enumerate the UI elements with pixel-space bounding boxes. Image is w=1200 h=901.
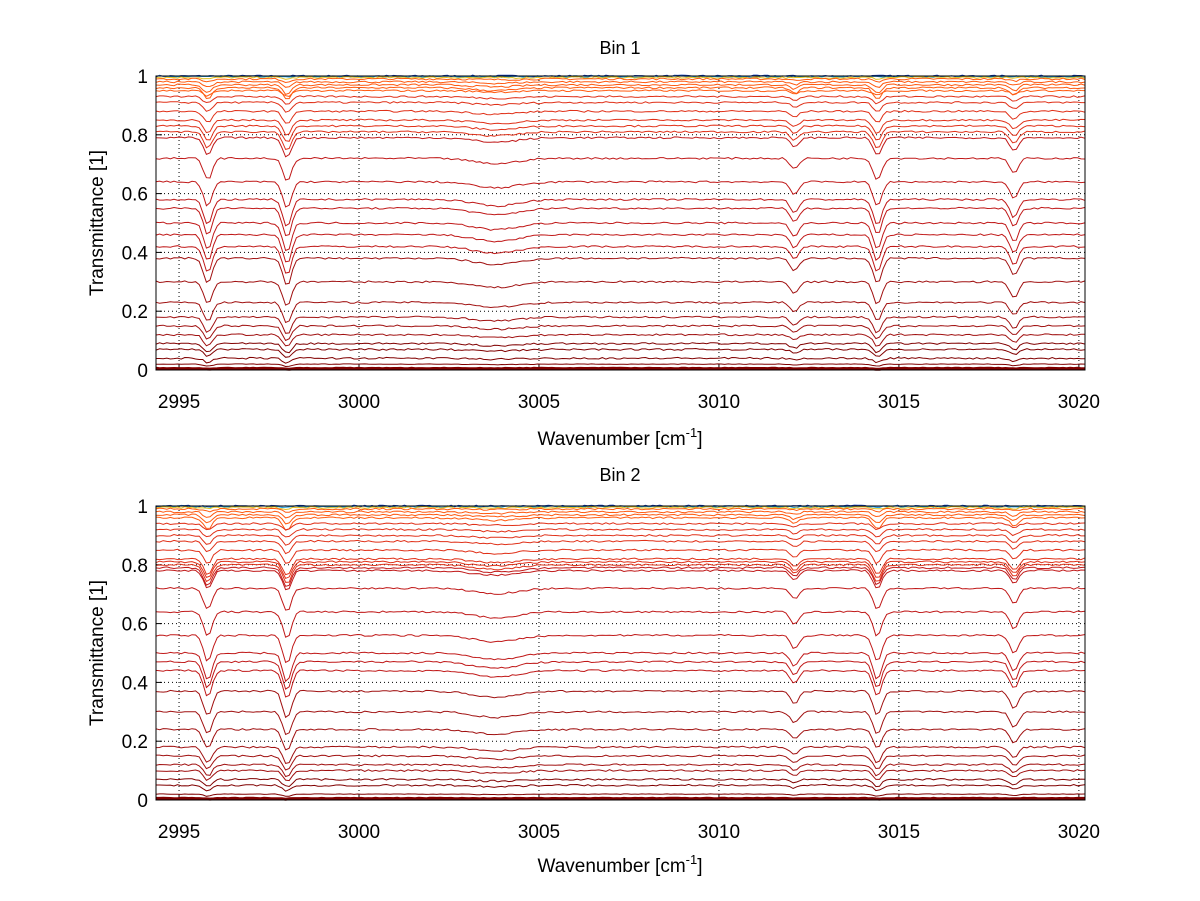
series-line [155, 300, 1085, 324]
series-line [156, 548, 1085, 565]
series-line [155, 669, 1085, 698]
series-line [155, 566, 1085, 587]
y-axis-label: Transmittance [1] [87, 150, 108, 296]
series-line [156, 783, 1085, 792]
x-tick-label: 3005 [518, 822, 560, 843]
x-tick-label: 3020 [1058, 392, 1100, 413]
series-line [155, 86, 1085, 100]
series-line [155, 777, 1085, 788]
series-line [155, 324, 1085, 342]
y-tick-label: 0.2 [122, 732, 148, 753]
series-line [155, 586, 1085, 611]
x-tick-label: 2995 [158, 822, 200, 843]
y-tick-label: 0.8 [122, 126, 148, 147]
series-line [155, 793, 1085, 797]
series-line [155, 180, 1085, 208]
x-tick-label: 3010 [698, 822, 740, 843]
x-axis-label: Wavenumber [cm-1] [537, 425, 702, 450]
series-line [155, 342, 1085, 354]
series-line [155, 763, 1085, 778]
chart-title: Bin 2 [599, 465, 640, 485]
series-line [155, 610, 1085, 638]
series-line [155, 528, 1085, 538]
series-line [155, 539, 1085, 555]
y-tick-label: 0 [137, 361, 148, 382]
series-line [155, 689, 1085, 719]
series-line [155, 124, 1085, 142]
series-line [155, 745, 1085, 764]
series-line [156, 660, 1085, 690]
series-line [156, 356, 1085, 364]
series-line [155, 563, 1085, 583]
series-line [155, 633, 1085, 664]
axes-box [155, 75, 1086, 371]
y-tick-label: 0.8 [122, 556, 148, 577]
series-line [155, 221, 1085, 252]
axes-bin-1: Bin 1 Transmittance [1] Wavenumber [cm-1… [87, 38, 1100, 450]
series-line [155, 156, 1085, 181]
y-tick-label: 0.6 [122, 615, 148, 636]
series-line [155, 533, 1085, 546]
series-line [155, 136, 1085, 158]
series-line [155, 83, 1085, 95]
x-axis-label: Wavenumber [cm-1] [537, 852, 702, 877]
series-line [155, 366, 1085, 371]
series-line [155, 77, 1085, 84]
series-line [155, 516, 1085, 531]
series-line [155, 522, 1085, 531]
series-line [155, 560, 1085, 580]
x-tick-label: 3000 [338, 392, 380, 413]
series-line [155, 569, 1085, 591]
series-line [155, 510, 1085, 519]
y-tick-label: 0.6 [122, 185, 148, 206]
series-line [155, 769, 1085, 782]
series-line [155, 347, 1085, 358]
x-tick-label: 2995 [158, 392, 200, 413]
y-axis-label: Transmittance [1] [87, 580, 108, 726]
chart-title: Bin 1 [599, 38, 640, 58]
series-line [155, 710, 1085, 736]
series-line [155, 651, 1085, 683]
series-line [155, 333, 1085, 347]
series-line [155, 130, 1085, 150]
x-tick-label: 3010 [698, 392, 740, 413]
series-line [155, 507, 1085, 513]
series-line [155, 728, 1085, 751]
axes-box [155, 505, 1086, 801]
x-tick-label: 3015 [878, 822, 920, 843]
y-tick-label: 0.2 [122, 302, 148, 323]
x-tick-label: 3000 [338, 822, 380, 843]
y-tick-label: 0 [137, 791, 148, 812]
series-line [156, 754, 1085, 771]
series-line [155, 245, 1085, 274]
series-line [155, 89, 1085, 97]
series-line [155, 198, 1085, 227]
series-line [155, 557, 1085, 576]
series-line [155, 109, 1085, 124]
y-tick-label: 0.4 [122, 243, 149, 264]
x-tick-label: 3020 [1058, 822, 1100, 843]
series-line [155, 118, 1085, 136]
series-line [155, 506, 1085, 511]
series-line [155, 513, 1085, 525]
series-line [155, 280, 1085, 306]
series-line [155, 363, 1085, 368]
axes-bin-2: Bin 2 Transmittance [1] Wavenumber [cm-1… [87, 465, 1100, 877]
series-line [155, 80, 1085, 88]
x-tick-label: 3005 [518, 392, 560, 413]
series-line [155, 315, 1085, 334]
y-tick-label: 0.4 [122, 673, 149, 694]
x-tick-label: 3015 [878, 392, 920, 413]
series-line [155, 233, 1085, 263]
series-line [155, 95, 1085, 105]
series-line [155, 256, 1085, 285]
y-tick-label: 1 [137, 497, 148, 518]
series-line [156, 796, 1085, 801]
series-line [155, 206, 1085, 237]
y-tick-label: 1 [137, 67, 148, 88]
series-line [155, 101, 1085, 113]
